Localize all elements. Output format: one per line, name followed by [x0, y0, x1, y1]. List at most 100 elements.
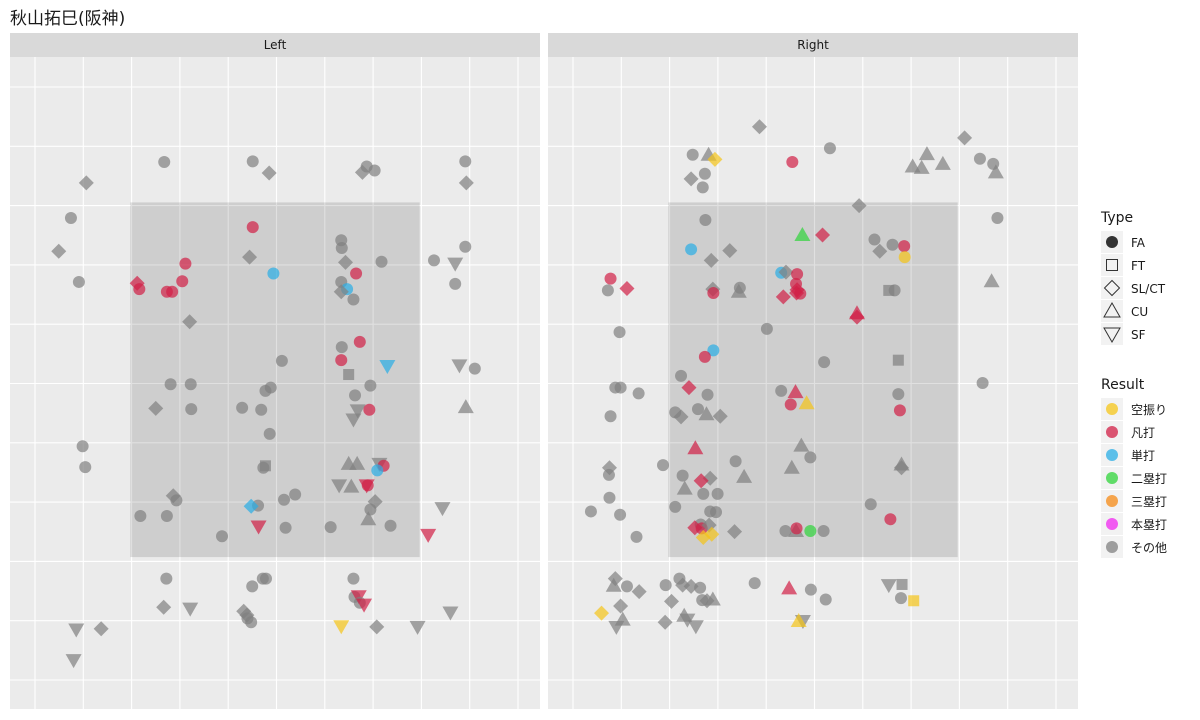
data-point [904, 158, 921, 173]
data-point [669, 500, 682, 513]
data-point [679, 613, 696, 628]
data-point [179, 257, 192, 270]
legend-entry: FA [1101, 231, 1146, 253]
data-point [259, 384, 272, 397]
data-point [894, 592, 907, 605]
data-point [908, 595, 920, 607]
data-point [848, 305, 865, 320]
data-point [698, 350, 711, 363]
facet-panel-left: Left [10, 33, 540, 709]
data-point [246, 221, 259, 234]
data-point [364, 379, 377, 392]
data-point [793, 437, 810, 452]
data-point [176, 275, 189, 288]
facet-strip [10, 33, 540, 57]
data-point [243, 498, 259, 514]
data-point [663, 593, 679, 609]
legend-label: SL/CT [1131, 282, 1166, 296]
data-point [428, 254, 440, 267]
data-point [987, 157, 1000, 170]
data-point [184, 378, 197, 391]
data-point [79, 461, 92, 474]
data-point [337, 254, 353, 270]
data-point [148, 400, 164, 416]
data-point [896, 578, 908, 590]
data-point [657, 459, 670, 472]
data-point [368, 164, 381, 177]
data-point [263, 427, 276, 440]
legend-entry: 二塁打 [1101, 467, 1167, 489]
data-point [703, 252, 719, 268]
data-point [72, 275, 85, 288]
data-point [868, 233, 881, 246]
legend-label: 本塁打 [1131, 518, 1167, 532]
data-point [343, 369, 355, 381]
data-point [987, 164, 1004, 179]
data-point [685, 243, 698, 256]
data-point [375, 255, 388, 268]
data-point [68, 623, 85, 638]
data-point [160, 572, 173, 585]
data-point [683, 171, 699, 187]
data-point [815, 227, 831, 243]
data-point [675, 369, 688, 382]
data-point [681, 380, 697, 396]
data-point [701, 388, 714, 401]
legend-title-result: Result [1101, 377, 1145, 393]
data-point [349, 455, 366, 470]
data-point [356, 598, 373, 613]
data-point [51, 243, 67, 259]
data-point [236, 401, 249, 414]
data-point [267, 267, 280, 280]
data-point [594, 605, 610, 621]
data-point [156, 599, 172, 615]
data-point [619, 280, 635, 296]
data-point [659, 579, 672, 592]
legend-entry: その他 [1101, 536, 1167, 558]
data-point [804, 451, 817, 464]
legend-entry: 空振り [1101, 398, 1167, 420]
data-point [804, 583, 817, 596]
data-point [457, 399, 474, 414]
data-point [353, 335, 366, 348]
legend-key [1101, 277, 1123, 299]
data-point [603, 491, 616, 504]
data-point [275, 354, 288, 367]
data-point [255, 403, 268, 416]
legend-entry: 単打 [1101, 444, 1155, 466]
data-point [158, 155, 171, 168]
data-point [818, 356, 831, 369]
facet-strip [548, 33, 1078, 57]
legend-symbol [1103, 279, 1121, 297]
legend-symbol [1106, 495, 1118, 507]
data-point [458, 175, 474, 191]
data-point [604, 410, 617, 423]
data-point [324, 521, 337, 534]
data-point [729, 455, 742, 468]
data-point [693, 473, 709, 489]
data-point [279, 521, 292, 534]
data-point [185, 403, 198, 416]
data-point [883, 284, 895, 296]
data-point [687, 620, 704, 635]
data-point [784, 398, 797, 411]
data-point [786, 155, 799, 168]
data-point [256, 572, 269, 585]
data-point [790, 522, 803, 535]
legend-entry: 凡打 [1101, 421, 1155, 443]
data-point [699, 593, 715, 609]
legend-key [1101, 254, 1123, 276]
legend-label: FA [1131, 236, 1146, 250]
data-point [934, 155, 951, 170]
data-point [760, 322, 773, 335]
data-point [973, 152, 986, 165]
legend-label: FT [1131, 259, 1146, 273]
data-point [736, 468, 753, 483]
data-point [349, 404, 366, 419]
data-point [791, 268, 804, 281]
data-point [289, 488, 302, 501]
data-point [451, 359, 468, 374]
data-point [354, 164, 370, 180]
data-point [775, 384, 788, 397]
